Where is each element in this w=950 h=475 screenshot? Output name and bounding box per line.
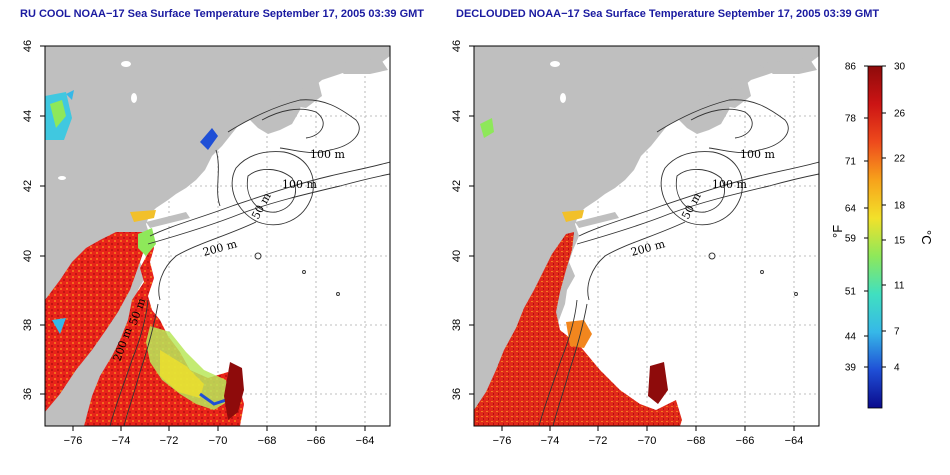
y-axis: 46 44 42 40 38 36 — [22, 40, 45, 400]
bathymetry-contours — [538, 99, 819, 426]
land-mass — [474, 46, 819, 426]
long-island — [146, 212, 190, 228]
celsius-unit-label: °C — [919, 230, 934, 245]
sst-dark-red — [648, 362, 668, 404]
celsius-tick-label: 30 — [894, 62, 906, 73]
map-title-left: RU COOL NOAA−17 Sea Surface Temperature … — [20, 8, 425, 20]
x-tick-label: −64 — [785, 435, 804, 447]
x-tick-label: −70 — [209, 435, 228, 447]
long-island — [575, 212, 619, 228]
celsius-scale: 30 26 22 18 15 11 7 4 — [882, 62, 906, 374]
x-axis: −76 −74 −72 −70 −68 −66 −64 — [64, 426, 375, 447]
land-mass — [45, 46, 390, 426]
sst-yellow-patch — [160, 350, 204, 398]
x-tick-label: −76 — [64, 435, 83, 447]
sst-north-yellow — [562, 210, 584, 222]
y-tick-label: 36 — [22, 388, 34, 400]
x-tick-label: −70 — [638, 435, 657, 447]
celsius-tick-label: 22 — [894, 154, 906, 165]
celsius-tick-label: 4 — [894, 363, 900, 374]
contour-label: 100 m — [712, 178, 747, 191]
y-tick-label: 40 — [22, 250, 34, 262]
island — [759, 58, 817, 74]
x-tick-label: −76 — [493, 435, 512, 447]
fahrenheit-tick-label: 86 — [845, 62, 857, 73]
map-panel-left: 100 m 100 m 50 m 200 m 200 m 50 m −76 −74… — [22, 40, 391, 447]
sst-south-patch — [600, 396, 636, 420]
y-tick-label: 42 — [451, 180, 463, 192]
sst-cyan-fleck — [66, 90, 74, 100]
fahrenheit-tick-label: 39 — [845, 363, 857, 374]
y-tick-label: 42 — [22, 180, 34, 192]
y-axis: 46 44 42 40 38 36 — [451, 40, 474, 400]
y-tick-label: 44 — [22, 110, 34, 122]
x-tick-label: −72 — [160, 435, 179, 447]
y-tick-label: 46 — [451, 40, 463, 52]
celsius-tick-label: 15 — [894, 236, 906, 247]
lake — [121, 61, 131, 67]
fahrenheit-unit-label: °F — [830, 225, 845, 238]
x-tick-label: −68 — [258, 435, 277, 447]
map-title-right: DECLOUDED NOAA−17 Sea Surface Temperatur… — [456, 8, 880, 20]
sst-orange-blob — [566, 320, 592, 348]
y-tick-label: 46 — [22, 40, 34, 52]
sst-nova-scotia-green — [480, 118, 494, 138]
temperature-colorbar: 86 78 71 64 59 51 44 39 30 26 22 18 15 11 7 4 °F °C — [830, 62, 934, 409]
fahrenheit-tick-label: 71 — [845, 157, 857, 168]
fahrenheit-scale: 86 78 71 64 59 51 44 39 — [845, 62, 868, 374]
x-tick-label: −64 — [356, 435, 375, 447]
contour-label: 100 m — [310, 148, 345, 161]
celsius-tick-label: 7 — [894, 327, 900, 338]
y-tick-label: 38 — [22, 319, 34, 331]
celsius-tick-label: 11 — [894, 281, 905, 292]
lake — [131, 93, 137, 103]
island — [330, 58, 388, 74]
sst-north-yellow — [130, 210, 156, 222]
x-axis: −76 −74 −72 −70 −68 −66 −64 — [493, 426, 804, 447]
contour-label: 100 m — [282, 178, 317, 191]
lake — [550, 61, 560, 67]
sst-warm-region — [474, 232, 682, 426]
y-tick-label: 44 — [451, 110, 463, 122]
fahrenheit-tick-label: 51 — [845, 287, 857, 298]
colorbar-gradient — [867, 65, 883, 409]
sst-dark-red — [224, 362, 244, 420]
lake — [560, 93, 566, 103]
celsius-tick-label: 18 — [894, 201, 906, 212]
fahrenheit-tick-label: 44 — [845, 332, 857, 343]
x-tick-label: −66 — [307, 435, 326, 447]
fahrenheit-tick-label: 64 — [845, 204, 857, 215]
sst-west-region — [45, 232, 150, 412]
celsius-tick-label: 26 — [894, 109, 906, 120]
map-panel-right: 100 m 100 m 50 m 200 m −76 −74 −72 −70 −68 −6… — [451, 40, 820, 447]
lake — [58, 176, 66, 180]
y-tick-label: 40 — [451, 250, 463, 262]
fahrenheit-tick-label: 78 — [845, 114, 857, 125]
contour-label: 100 m — [740, 148, 775, 161]
x-tick-label: −72 — [589, 435, 608, 447]
x-tick-label: −68 — [687, 435, 706, 447]
sst-maine-blue — [200, 128, 218, 150]
x-tick-label: −74 — [112, 435, 131, 447]
y-tick-label: 36 — [451, 388, 463, 400]
y-tick-label: 38 — [451, 319, 463, 331]
bathymetry-contours — [109, 99, 390, 426]
sst-nova-scotia-green — [50, 100, 66, 128]
sst-cyan-fleck — [52, 318, 66, 334]
fahrenheit-tick-label: 59 — [845, 234, 857, 245]
x-tick-label: −66 — [736, 435, 755, 447]
x-tick-label: −74 — [541, 435, 560, 447]
